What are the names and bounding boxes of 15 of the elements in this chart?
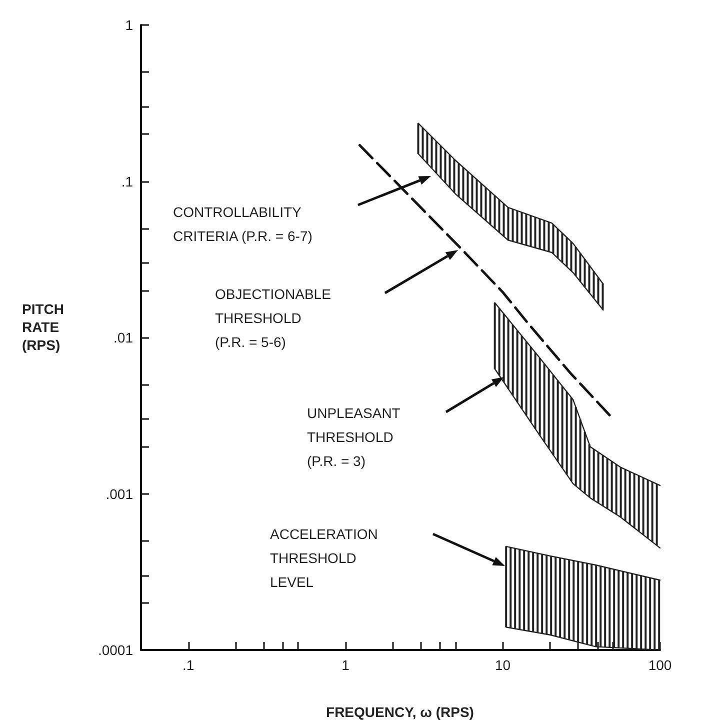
annotation: OBJECTIONABLE THRESHOLD (P.R. = 5-6): [215, 285, 331, 352]
x-axis-title: FREQUENCY, ω (RPS): [325, 703, 475, 722]
annotation: UNPLEASANT THRESHOLD (P.R. = 3): [307, 404, 400, 471]
y-tick-label: .01: [114, 330, 134, 346]
y-tick-label: 1: [125, 17, 134, 33]
x-tick-label: 1: [342, 657, 350, 673]
y-tick-label: .1: [121, 173, 134, 190]
y-tick-label: .0001: [98, 642, 134, 658]
x-tick-label: 100: [648, 657, 672, 673]
annotation: ACCELERATION THRESHOLD LEVEL: [270, 525, 378, 592]
y-tick-label: .001: [106, 486, 134, 502]
x-tick-label: 10: [494, 657, 511, 673]
x-tick-label: .1: [182, 657, 194, 673]
annotation: CONTROLLABILITY CRITERIA (P.R. = 6-7): [173, 203, 312, 246]
y-axis-title: PITCH RATE (RPS): [22, 300, 64, 354]
